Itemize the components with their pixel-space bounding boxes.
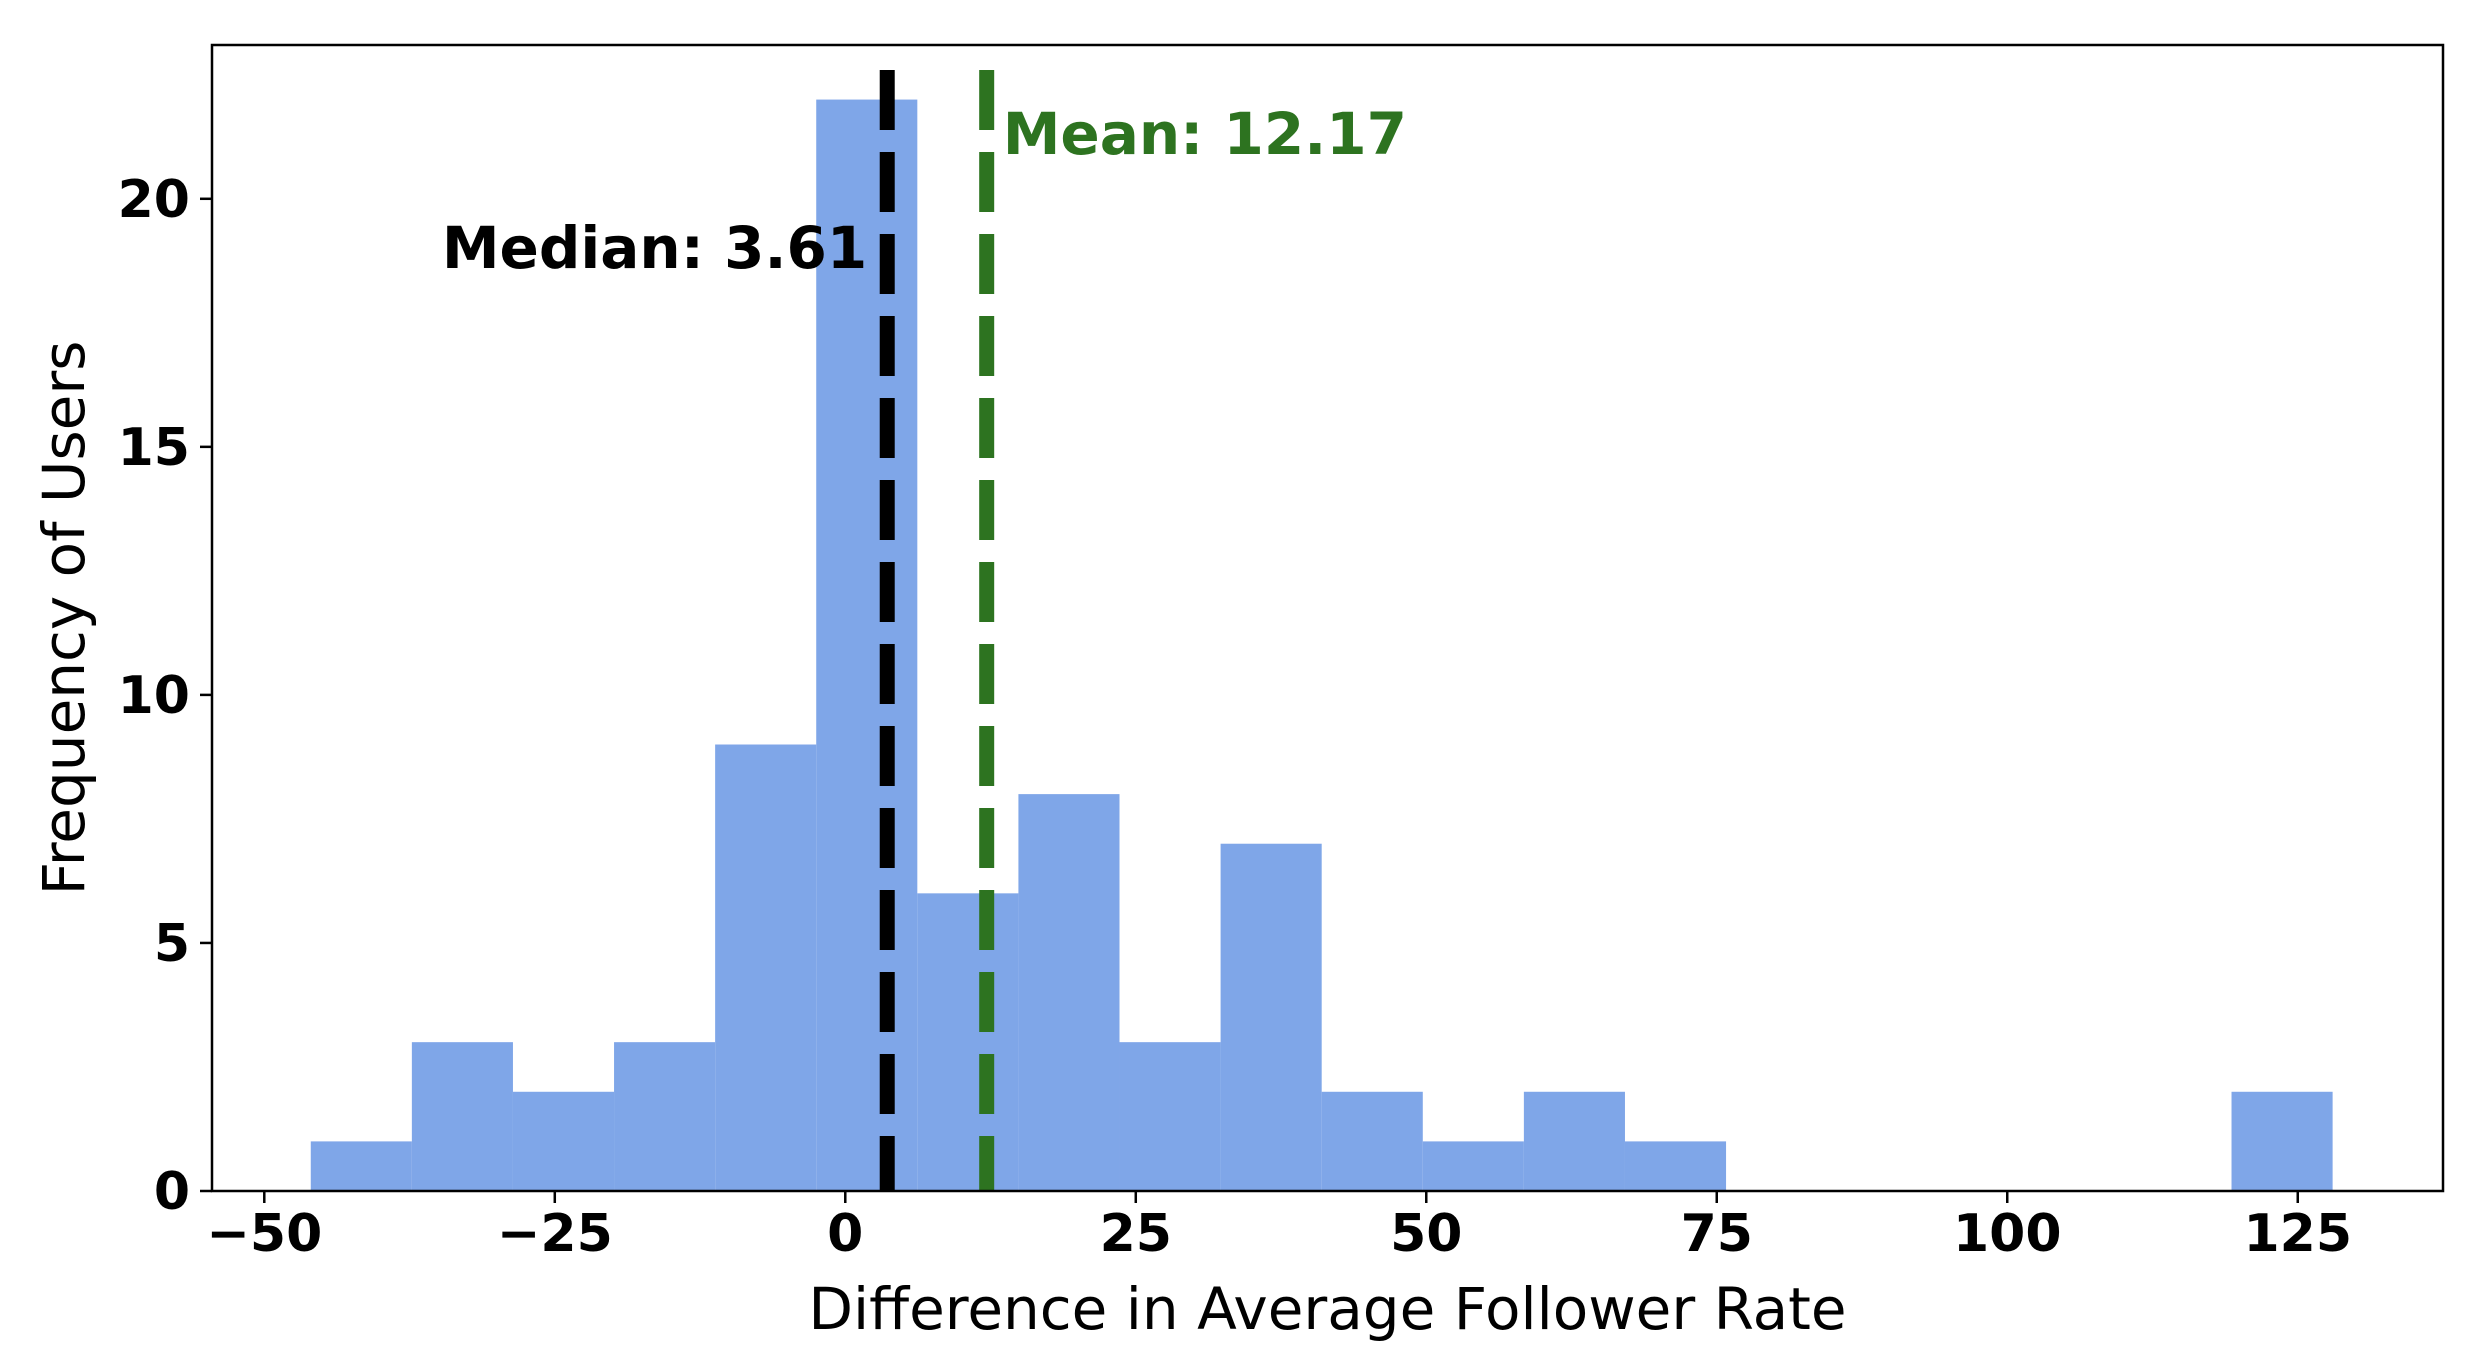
histogram-bar-2 — [512, 1091, 615, 1191]
y-tick-label: 0 — [154, 1162, 190, 1222]
histogram-bar-1 — [411, 1042, 513, 1191]
x-axis-title: Difference in Average Follower Rate — [808, 1275, 1846, 1343]
y-axis-ticks: 0 5 10 15 20 — [118, 170, 212, 1222]
histogram-bar-14 — [2231, 1091, 2333, 1191]
y-tick-label: 10 — [118, 666, 190, 726]
histogram-bar-5 — [816, 99, 918, 1192]
histogram-bar-12 — [1523, 1091, 1625, 1191]
plot-frame — [210, 43, 2445, 1193]
x-axis-ticks: −50 −25 0 25 50 75 100 125 — [206, 1191, 2352, 1264]
x-tick-label: 125 — [2243, 1204, 2352, 1264]
median-annotation: Median: 3.61 — [442, 214, 867, 282]
x-tick-label: 25 — [1100, 1204, 1172, 1264]
x-tick-label: 100 — [1953, 1204, 2062, 1264]
x-tick-label: −50 — [206, 1204, 322, 1264]
histogram-bar-7 — [1018, 794, 1120, 1191]
histogram-bar-4 — [715, 744, 817, 1191]
mean-annotation: Mean: 12.17 — [1003, 100, 1407, 168]
histogram-bar-8 — [1119, 1042, 1221, 1191]
x-tick-label: −25 — [497, 1204, 613, 1264]
x-tick-label: 50 — [1390, 1204, 1462, 1264]
y-tick-label: 20 — [118, 170, 190, 230]
y-tick-label: 15 — [118, 418, 190, 478]
histogram-bar-10 — [1321, 1091, 1423, 1191]
x-tick-label: 0 — [827, 1204, 863, 1264]
histogram-bar-9 — [1220, 843, 1322, 1191]
reference-lines — [879, 70, 995, 1191]
histogram-bar-11 — [1422, 1141, 1524, 1191]
histogram-bar-3 — [614, 1042, 716, 1191]
histogram-bar-6 — [917, 893, 1019, 1191]
histogram-bars — [310, 99, 2333, 1192]
histogram-bar-13 — [1624, 1141, 1727, 1191]
histogram-bar-0 — [310, 1141, 412, 1191]
y-tick-label: 5 — [154, 914, 190, 974]
x-tick-label: 75 — [1681, 1204, 1753, 1264]
y-axis-title: Frequency of Users — [30, 341, 98, 896]
